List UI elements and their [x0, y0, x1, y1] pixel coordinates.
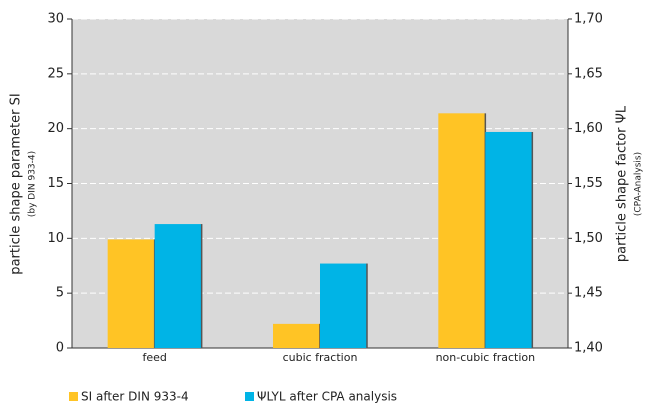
bar: [320, 263, 367, 348]
y2-tick-label: 1,65: [574, 66, 603, 81]
y-tick-label: 5: [56, 286, 64, 301]
y-axis-note: (by DIN 933-4): [28, 151, 38, 217]
bar: [273, 323, 320, 348]
y2-axis-note: (CPA-Analysis): [634, 152, 644, 216]
y2-tick-label: 1,60: [574, 121, 603, 136]
y-tick-label: 30: [47, 12, 64, 27]
y-tick-label: 25: [47, 66, 64, 81]
y-axis-label: particle shape parameter SI: [9, 93, 24, 274]
y2-tick-label: 1,70: [574, 12, 603, 27]
y2-tick-label: 1,45: [574, 286, 603, 301]
y-axis-title: particle shape parameter SI (by DIN 933-…: [9, 93, 38, 274]
y2-axis-title: particle shape factor ΨL (CPA-Analysis): [615, 105, 644, 262]
bar: [485, 131, 533, 348]
bar: [154, 224, 202, 348]
y-tick-label: 15: [47, 176, 64, 191]
y-tick-label: 0: [56, 341, 64, 356]
y2-tick-label: 1,50: [574, 231, 603, 246]
x-tick-label: cubic fraction: [283, 351, 358, 364]
bar: [438, 113, 486, 349]
legend-label: ΨLYL after CPA analysis: [257, 390, 397, 404]
x-tick-label: feed: [142, 351, 166, 364]
y2-tick-label: 1,40: [574, 341, 603, 356]
bar: [107, 239, 155, 348]
legend-swatch: [69, 392, 78, 401]
y-tick-label: 20: [47, 121, 64, 136]
legend-swatch: [245, 392, 254, 401]
legend-label: SI after DIN 933-4: [81, 390, 189, 404]
y-tick-label: 10: [47, 231, 64, 246]
x-tick-label: non-cubic fraction: [436, 351, 536, 364]
y2-tick-label: 1,55: [574, 176, 603, 191]
y2-axis-label: particle shape factor ΨL: [615, 105, 630, 262]
